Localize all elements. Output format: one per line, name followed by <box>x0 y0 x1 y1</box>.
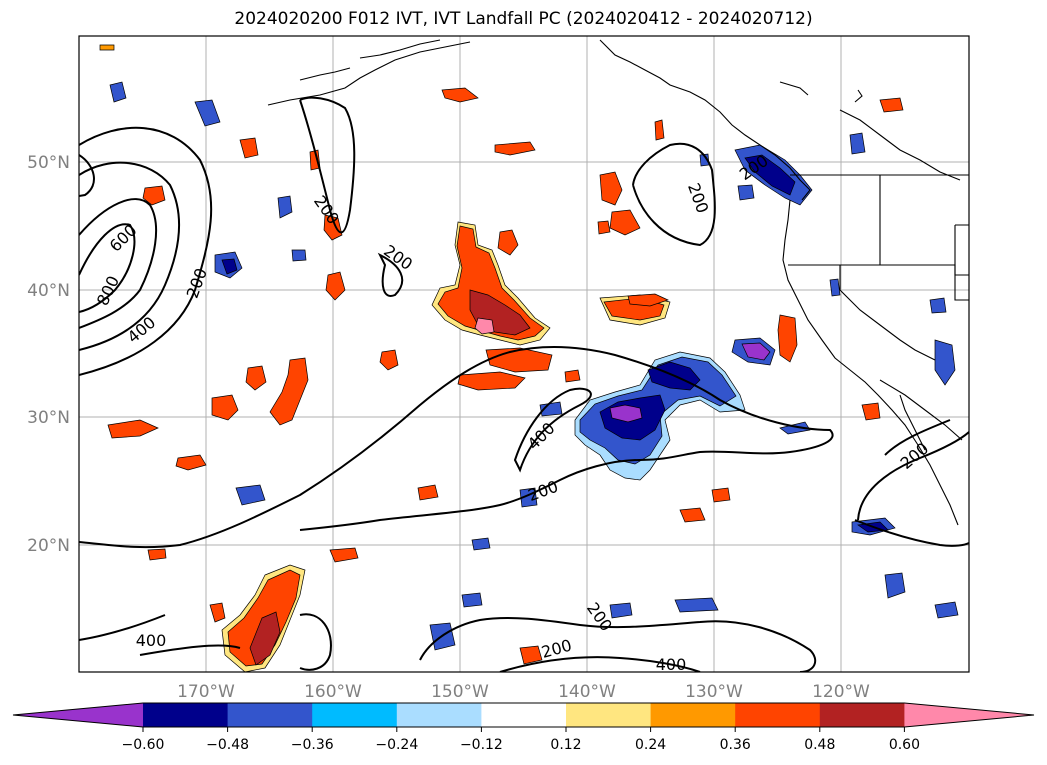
colorbar-swatch <box>566 703 652 727</box>
colorbar-swatch <box>396 703 482 727</box>
colorbar-swatch <box>481 703 567 727</box>
colorbar-swatch <box>735 703 821 727</box>
colorbar-tick-label: −0.60 <box>122 737 165 753</box>
map-frame <box>78 35 970 673</box>
colorbar-tick-label: 0.36 <box>720 737 751 753</box>
lat-tick: 40°N <box>27 281 70 301</box>
colorbar-tick-label: −0.36 <box>291 737 334 753</box>
colorbar-tick-label: 0.24 <box>635 737 666 753</box>
ivt-contours <box>79 96 969 672</box>
colorbar-swatch <box>819 703 905 727</box>
chart-title: 2024020200 F012 IVT, IVT Landfall PC (20… <box>234 9 813 29</box>
lon-tick: 120°W <box>812 682 870 702</box>
colorbar-swatch <box>227 703 313 727</box>
lon-tick: 150°W <box>431 682 489 702</box>
lat-tick: 30°N <box>27 408 70 428</box>
latitude-ticks: 50°N 40°N 30°N 20°N <box>27 153 70 556</box>
contour-label: 400 <box>656 655 687 674</box>
colorbar-extend-right <box>904 703 1034 727</box>
colorbar-swatch <box>143 703 229 727</box>
colorbar-tick-label: 0.48 <box>804 737 835 753</box>
longitude-ticks: 170°W 160°W 150°W 140°W 130°W 120°W <box>177 682 870 702</box>
colorbar-tick-label: 0.60 <box>889 737 920 753</box>
lon-tick: 160°W <box>304 682 362 702</box>
positive-pc-regions <box>99 44 904 672</box>
lat-tick: 20°N <box>27 536 70 556</box>
colorbar-swatch <box>312 703 398 727</box>
lon-tick: 140°W <box>558 682 616 702</box>
lat-tick: 50°N <box>27 153 70 173</box>
contour-label: 400 <box>136 631 167 650</box>
coastlines <box>267 39 969 526</box>
colorbar-tick-label: 0.12 <box>550 737 581 753</box>
colorbar-tick-label: −0.24 <box>375 737 418 753</box>
colorbar: −0.60 −0.48 −0.36 −0.24 −0.12 0.12 0.24 0.36 0.4… <box>12 702 1035 753</box>
lon-tick: 130°W <box>685 682 743 702</box>
colorbar-extend-left <box>13 703 143 727</box>
colorbar-tick-label: −0.12 <box>460 737 503 753</box>
lon-tick: 170°W <box>177 682 235 702</box>
colorbar-tick-label: −0.48 <box>206 737 249 753</box>
colorbar-swatch <box>650 703 736 727</box>
